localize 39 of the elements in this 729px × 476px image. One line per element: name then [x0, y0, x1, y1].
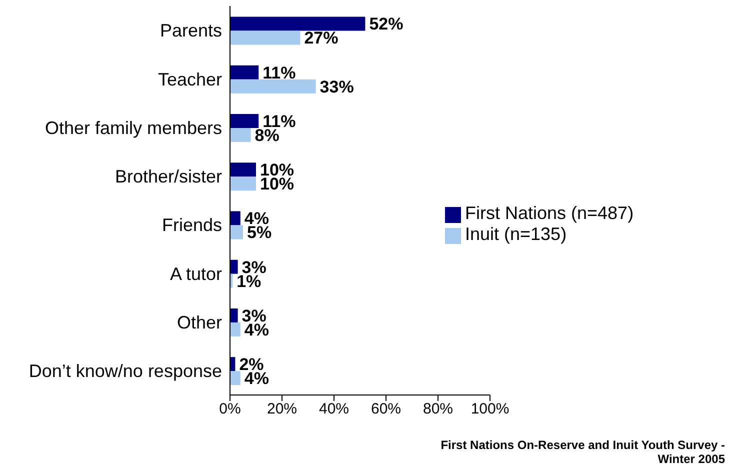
y-tick-label: Other — [176, 312, 222, 332]
bar — [230, 114, 259, 128]
x-tick-label: 20% — [266, 400, 298, 418]
x-tick-label: 40% — [318, 400, 350, 418]
legend-label: Inuit (n=135) — [465, 224, 567, 244]
data-label: 5% — [247, 223, 272, 242]
y-tick-label: Brother/sister — [114, 166, 222, 187]
text: First Nations On-Reserve and Inuit Youth Survey - Winter 2005 — [440, 438, 725, 466]
data-label: 10% — [260, 174, 294, 194]
bar — [230, 16, 366, 31]
bar — [230, 322, 240, 336]
y-tick-label: A tutor — [170, 264, 222, 284]
data-label: 4% — [244, 369, 269, 388]
bar — [230, 162, 256, 177]
bar — [230, 211, 240, 226]
x-tick-label: 0% — [219, 400, 241, 418]
y-tick-label: Teacher — [158, 69, 222, 90]
data-label: 11% — [262, 63, 296, 82]
data-label: 8% — [254, 126, 280, 145]
legend-label: First Nations (n=487) — [465, 203, 634, 223]
bar — [230, 65, 259, 80]
bar — [230, 308, 238, 322]
bar — [230, 79, 316, 94]
x-tick-label: 60% — [370, 400, 402, 418]
bar — [230, 260, 238, 274]
data-label: 33% — [320, 77, 354, 96]
bar — [230, 176, 256, 191]
data-label: 52% — [369, 14, 404, 34]
x-tick-label: 80% — [422, 400, 454, 418]
bar — [230, 128, 251, 142]
y-tick-label: Friends — [162, 215, 222, 236]
bar — [230, 225, 243, 240]
bar — [230, 30, 300, 45]
y-tick-label: Parents — [160, 20, 222, 41]
y-tick-label: Other family members — [44, 118, 222, 138]
x-tick-label: 100% — [470, 400, 510, 418]
y-tick-label: Don’t know/no response — [28, 361, 222, 382]
bar — [230, 371, 240, 386]
data-label: 27% — [304, 28, 338, 48]
